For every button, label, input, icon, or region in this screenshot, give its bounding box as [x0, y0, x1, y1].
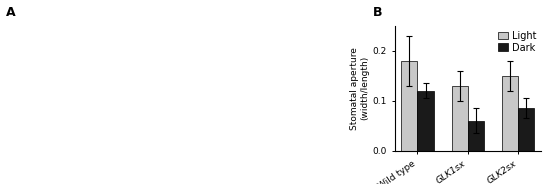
- Y-axis label: Stomatal aperture
(width/length): Stomatal aperture (width/length): [350, 47, 369, 130]
- Text: B: B: [373, 6, 382, 19]
- Bar: [518, 108, 534, 151]
- Bar: [401, 61, 417, 151]
- Bar: [468, 121, 484, 151]
- Text: A: A: [6, 6, 15, 19]
- Bar: [502, 76, 518, 151]
- Bar: [452, 86, 468, 151]
- Bar: [417, 91, 433, 151]
- Legend: Light, Dark: Light, Dark: [498, 31, 536, 53]
